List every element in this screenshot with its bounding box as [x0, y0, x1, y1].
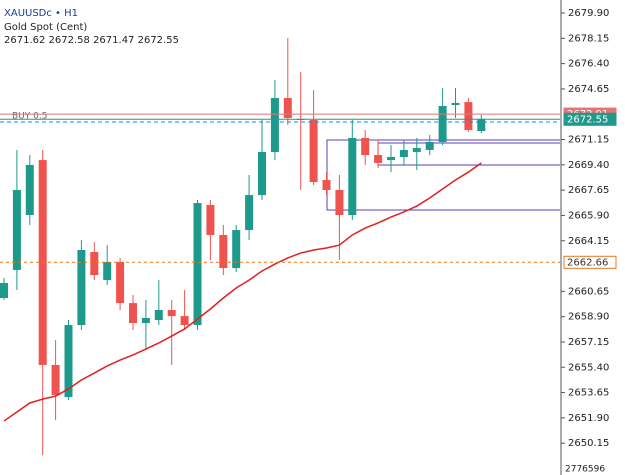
candle-body — [129, 303, 137, 324]
chart-subtitle: Gold Spot (Cent) — [4, 22, 87, 33]
ohlc-text: 2671.62 2672.58 2671.47 2672.55 — [4, 35, 179, 46]
price-level-label: 2662.66 — [567, 257, 608, 268]
y-tick-label: 2665.90 — [568, 210, 609, 221]
y-tick-label: 2658.90 — [568, 312, 609, 323]
candle-body — [283, 98, 292, 118]
y-tick-label: 2653.65 — [568, 388, 609, 399]
bottom-label: 2776596 — [565, 465, 605, 475]
buy-label: BUY 0.5 — [12, 112, 47, 122]
y-tick-label: 2678.15 — [568, 33, 609, 44]
y-tick-label: 2671.15 — [568, 135, 609, 146]
y-tick-label: 2650.15 — [568, 438, 609, 449]
candle-body — [309, 120, 318, 183]
price-level-box — [563, 255, 617, 269]
candle-body — [451, 102, 460, 105]
candle-body — [399, 149, 408, 158]
candle-body — [258, 151, 266, 196]
candle-body — [154, 310, 163, 320]
candle-body — [335, 190, 344, 216]
candle-body — [167, 310, 176, 317]
candle-body — [219, 234, 228, 269]
candle-body — [374, 155, 383, 163]
y-tick-label: 2674.65 — [568, 84, 609, 95]
candle-body — [12, 190, 21, 270]
y-tick-label: 2660.65 — [568, 286, 609, 297]
candle-body — [103, 262, 112, 281]
candle-body — [77, 250, 86, 326]
candle-body — [141, 317, 150, 324]
candle-body — [270, 98, 279, 152]
candle-body — [322, 180, 331, 190]
candle-body — [425, 141, 434, 150]
candle-body — [51, 364, 60, 396]
candle-body — [193, 203, 202, 326]
moving-average — [3, 162, 482, 422]
y-tick-label: 2657.15 — [568, 337, 609, 348]
candle-body — [116, 262, 125, 304]
candle-body — [477, 119, 486, 132]
candle-body — [438, 105, 447, 142]
y-tick-label: 2651.90 — [568, 413, 609, 424]
chart-title: XAUUSDc • H1 — [4, 8, 78, 19]
y-tick-label: 2664.15 — [568, 236, 609, 247]
candle-body — [412, 148, 421, 152]
candle-body — [232, 230, 241, 269]
price-level-box — [563, 112, 617, 126]
candle-body — [361, 137, 370, 156]
y-tick-label: 2655.40 — [568, 362, 609, 373]
candle-body — [64, 325, 73, 398]
candle-body — [90, 252, 99, 276]
candle-body — [25, 164, 34, 216]
y-tick-label: 2676.40 — [568, 59, 609, 70]
candle-body — [245, 195, 254, 231]
candle-body — [206, 205, 215, 235]
y-tick-label: 2679.90 — [568, 8, 609, 19]
candle-body — [348, 137, 357, 216]
candle-body — [0, 282, 8, 299]
y-tick-label: 2667.65 — [568, 185, 609, 196]
candle-body — [387, 157, 395, 161]
y-tick-label: 2669.40 — [568, 160, 609, 171]
candle-body — [464, 102, 473, 130]
price-level-label: 2672.55 — [567, 114, 608, 125]
candle-body — [180, 316, 189, 326]
